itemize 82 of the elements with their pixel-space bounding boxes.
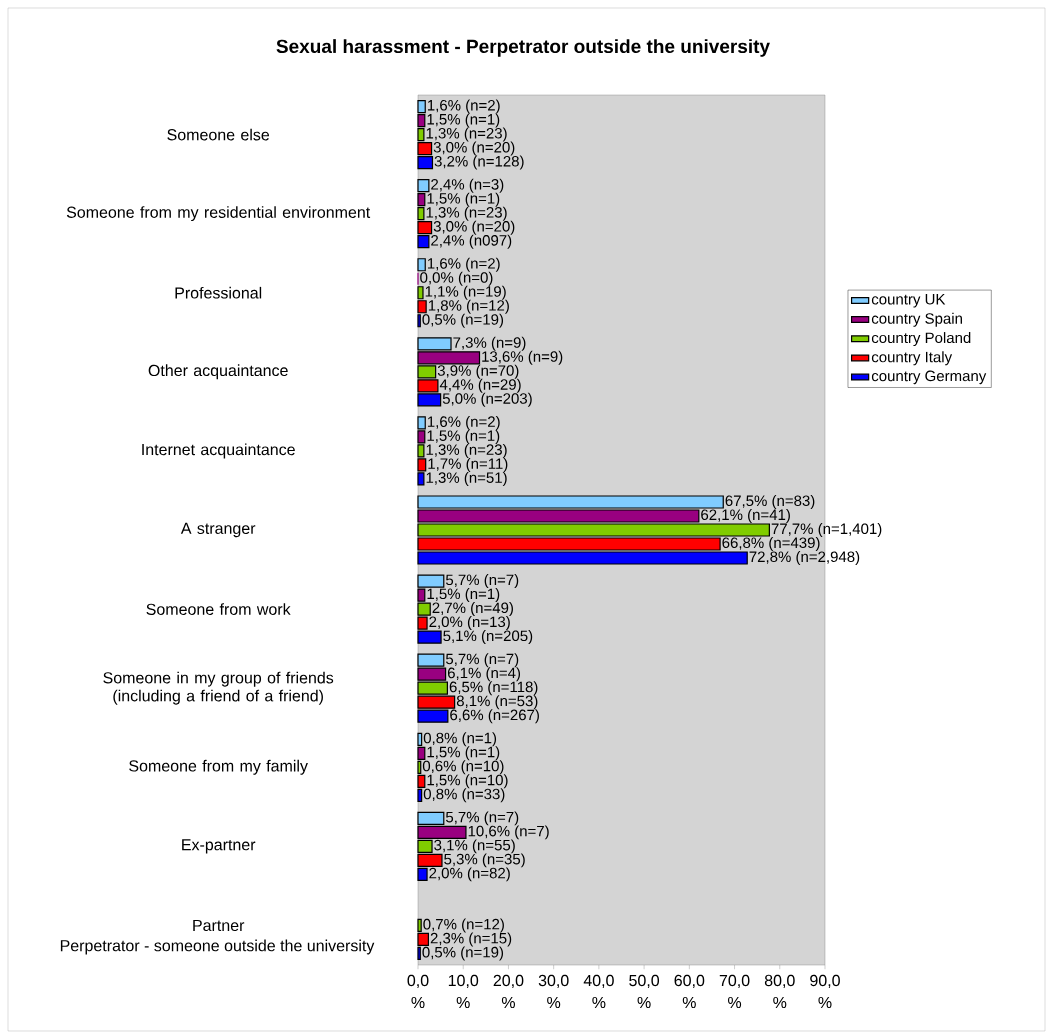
data-label: 1,5% (n=1) — [427, 113, 500, 128]
data-label: 10,6% (n=7) — [468, 825, 549, 840]
legend-label: country Germany — [871, 370, 987, 385]
data-label: 0,5% (n=19) — [422, 313, 504, 328]
data-label: 2,0% (n=82) — [429, 867, 510, 882]
y-tick-label: Someone in my group of friends (including a friend of a friend) — [103, 671, 334, 705]
legend-label: country Poland — [871, 332, 971, 347]
data-label: 5,7% (n=7) — [445, 653, 519, 668]
x-tick-label: 20,0 % — [493, 974, 524, 1009]
bar — [417, 258, 426, 272]
data-label: 3,1% (n=55) — [434, 839, 515, 854]
data-label: 67,5% (n=83) — [725, 495, 815, 509]
data-label: 1,5% (n=1) — [427, 429, 500, 444]
x-tick-label: 80,0 % — [764, 974, 795, 1009]
data-label: 1,3% (n=23) — [426, 443, 507, 458]
data-label: 3,0% (n=20) — [433, 220, 515, 235]
y-tick-label: Someone else — [167, 128, 270, 141]
x-tick-label: 40,0 % — [583, 974, 614, 1009]
data-label: 1,3% (n=23) — [426, 206, 507, 221]
data-label: 0,7% (n=12) — [423, 918, 504, 933]
x-tick-label: 0,0 % — [407, 974, 429, 1009]
data-label: 5,3% (n=35) — [444, 853, 525, 868]
data-label: 0,0% (n=0) — [420, 271, 493, 286]
data-label: 77,7% (n=1,401) — [771, 523, 882, 537]
data-label: 7,3% (n=9) — [453, 336, 526, 351]
data-label: 1,7% (n=11) — [428, 457, 508, 472]
data-label: 1,5% (n=10) — [427, 774, 508, 789]
x-tick-label: 30,0 % — [538, 974, 569, 1009]
data-label: 8,1% (n=53) — [456, 695, 538, 710]
data-label: 5,7% (n=7) — [445, 574, 519, 589]
data-label: 5,7% (n=7) — [445, 811, 519, 826]
y-tick-label: Someone from my residential environment — [66, 206, 371, 222]
legend-label: country Spain — [871, 312, 962, 327]
data-label: 1,5% (n=1) — [427, 746, 500, 761]
data-label: 0,5% (n=19) — [422, 946, 504, 961]
y-tick-label: Internet acquaintance — [142, 443, 295, 459]
data-label: 1,6% (n=2) — [427, 415, 500, 430]
data-label: 1,8% (n=12) — [428, 299, 509, 314]
data-label: 6,1% (n=4) — [447, 667, 521, 682]
data-label: 72,8% (n=2,948) — [749, 551, 860, 565]
data-label: 1,6% (n=2) — [427, 99, 500, 114]
y-tick-label: Professional — [175, 286, 262, 299]
data-label: 5,1% (n=205) — [443, 630, 533, 645]
data-label: 0,6% (n=10) — [422, 760, 504, 775]
legend-label: country UK — [871, 294, 946, 308]
data-label: 1,5% (n=1) — [427, 192, 500, 207]
y-tick-label: Someone from my family — [129, 759, 308, 775]
y-axis-title: Perpetrator - someone outside the university — [60, 939, 375, 955]
y-tick-label: Partner — [193, 919, 245, 932]
y-tick-label: Someone from work — [146, 603, 291, 615]
y-tick-label: A stranger — [180, 522, 256, 538]
y-tick-label: Ex-partner — [182, 839, 256, 854]
data-label: 1,3% (n=51) — [426, 471, 507, 486]
data-label: 6,6% (n=267) — [450, 709, 539, 724]
data-label: 1,5% (n=1) — [427, 588, 500, 603]
data-label: 0,8% (n=33) — [423, 788, 505, 803]
data-label: 2,7% (n=49) — [432, 602, 513, 617]
data-label: 3,0% (n=20) — [433, 141, 515, 156]
x-tick-label: 60,0 % — [674, 974, 705, 1009]
data-label: 2,4% (n097) — [431, 234, 512, 249]
legend-label: country Italy — [871, 351, 953, 366]
data-label: 0,8% (n=1) — [423, 732, 497, 747]
data-label: 1,3% (n=23) — [426, 127, 507, 142]
x-tick-label: 70,0 % — [719, 974, 750, 1009]
data-label: 66,8% (n=439) — [722, 537, 820, 551]
data-label: 1,6% (n=2) — [427, 257, 500, 272]
data-label: 5,0% (n=203) — [442, 392, 532, 407]
data-label: 2,4% (n=3) — [431, 178, 504, 193]
data-label: 3,9% (n=70) — [437, 364, 519, 379]
x-tick-label: 10,0 % — [448, 974, 479, 1009]
chart-title: Sexual harassment - Perpetrator outside the university — [276, 39, 770, 57]
data-label: 4,4% (n=29) — [439, 378, 521, 393]
data-label: 62,1% (n=41) — [701, 509, 790, 523]
data-label: 2,3% (n=15) — [430, 932, 512, 947]
data-label: 13,6% (n=9) — [482, 350, 563, 365]
data-label: 6,5% (n=118) — [449, 681, 538, 696]
y-tick-label: Other acquaintance — [148, 364, 288, 380]
data-label: 1,1% (n=19) — [425, 285, 506, 300]
x-tick-label: 50,0 % — [629, 974, 660, 1009]
data-label: 3,2% (n=128) — [434, 155, 524, 170]
data-label: 2,0% (n=13) — [429, 616, 510, 631]
x-tick-label: 90,0 % — [810, 974, 840, 1009]
